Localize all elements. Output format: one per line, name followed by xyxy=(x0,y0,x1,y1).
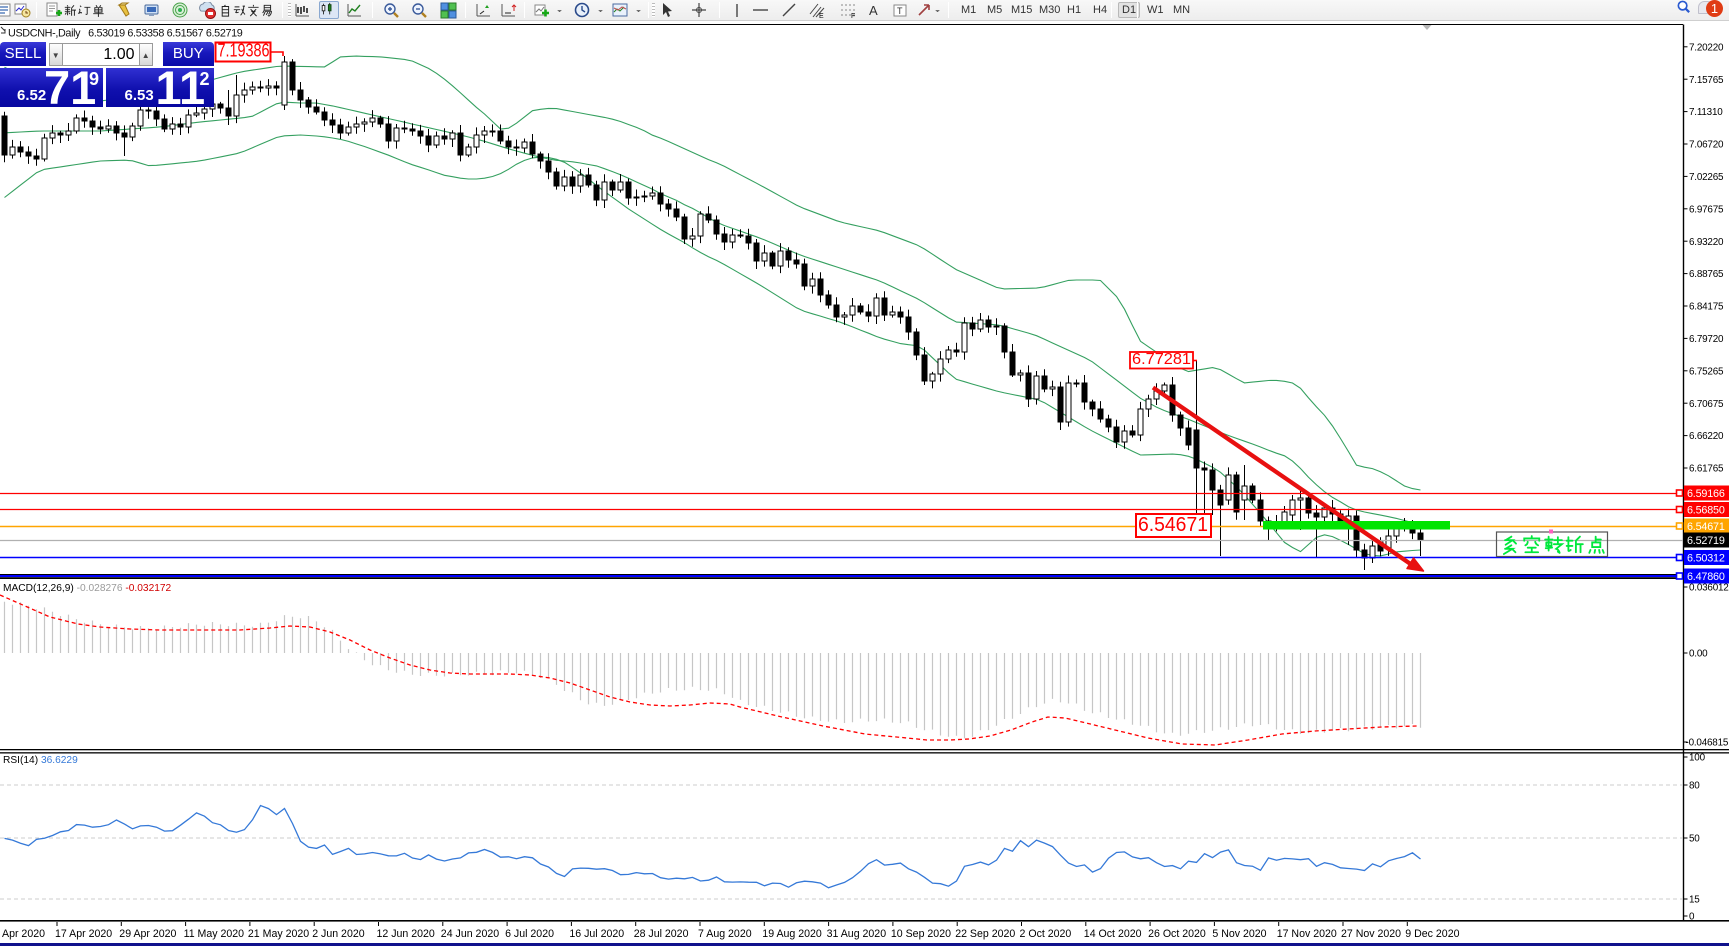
svg-text:100: 100 xyxy=(1689,753,1706,764)
svg-text:2 Jun 2020: 2 Jun 2020 xyxy=(312,928,365,940)
svg-text:0.00: 0.00 xyxy=(1689,649,1708,660)
svg-text:T: T xyxy=(897,6,903,16)
svg-text:80: 80 xyxy=(1689,781,1700,792)
svg-text:6.79720: 6.79720 xyxy=(1689,334,1724,345)
svg-text:0.036012: 0.036012 xyxy=(1689,583,1729,594)
svg-text:6.52719: 6.52719 xyxy=(1687,535,1725,547)
svg-text:USDCNH-,Daily 6.53019 6.5335: USDCNH-,Daily 6.53019 6.53358 6.51567 6.… xyxy=(8,28,243,40)
svg-text:16 Jul 2020: 16 Jul 2020 xyxy=(569,928,624,940)
svg-text:Apr 2020: Apr 2020 xyxy=(2,928,45,940)
svg-text:5 Nov 2020: 5 Nov 2020 xyxy=(1212,928,1266,940)
svg-text:7.15765: 7.15765 xyxy=(1689,75,1724,86)
svg-text:6.54671: 6.54671 xyxy=(1138,513,1208,536)
svg-text:MACD(12,26,9) -0.028276 -0.032: MACD(12,26,9) -0.028276 -0.032172 xyxy=(3,583,172,594)
svg-text:0: 0 xyxy=(1689,912,1695,923)
svg-text:2 Oct 2020: 2 Oct 2020 xyxy=(1020,928,1072,940)
svg-text:6.66220: 6.66220 xyxy=(1689,431,1724,442)
svg-text:11 May 2020: 11 May 2020 xyxy=(184,928,245,940)
svg-text:15: 15 xyxy=(1689,895,1700,906)
svg-text:29 Apr 2020: 29 Apr 2020 xyxy=(119,928,176,940)
svg-text:-0.046815: -0.046815 xyxy=(1686,738,1729,749)
svg-text:24 Jun 2020: 24 Jun 2020 xyxy=(441,928,499,940)
svg-text:6.50312: 6.50312 xyxy=(1687,553,1725,565)
svg-text:6.93220: 6.93220 xyxy=(1689,237,1724,248)
svg-text:9 Dec 2020: 9 Dec 2020 xyxy=(1405,928,1459,940)
svg-text:6.61765: 6.61765 xyxy=(1689,464,1724,475)
svg-text:RSI(14) 36.6229: RSI(14) 36.6229 xyxy=(3,755,78,766)
svg-text:6.97675: 6.97675 xyxy=(1689,204,1724,215)
svg-text:26 Oct 2020: 26 Oct 2020 xyxy=(1148,928,1206,940)
svg-text:7 Aug 2020: 7 Aug 2020 xyxy=(698,928,752,940)
svg-text:6.59166: 6.59166 xyxy=(1687,488,1725,500)
svg-text:F: F xyxy=(851,13,855,19)
svg-text:6.56850: 6.56850 xyxy=(1687,505,1725,517)
svg-text:7.02265: 7.02265 xyxy=(1689,172,1724,183)
svg-text:12 Jun 2020: 12 Jun 2020 xyxy=(377,928,435,940)
svg-text:6.70675: 6.70675 xyxy=(1689,399,1724,410)
svg-text:E: E xyxy=(819,13,824,19)
svg-text:6.84175: 6.84175 xyxy=(1689,302,1724,313)
svg-text:7.19386: 7.19386 xyxy=(218,41,270,61)
svg-text:14 Oct 2020: 14 Oct 2020 xyxy=(1084,928,1142,940)
svg-text:27 Nov 2020: 27 Nov 2020 xyxy=(1341,928,1401,940)
svg-text:17 Nov 2020: 17 Nov 2020 xyxy=(1277,928,1337,940)
svg-text:7.11310: 7.11310 xyxy=(1689,107,1723,118)
svg-text:6.54671: 6.54671 xyxy=(1687,521,1725,533)
svg-text:19 Aug 2020: 19 Aug 2020 xyxy=(762,928,822,940)
svg-text:6.47860: 6.47860 xyxy=(1687,571,1725,583)
svg-text:6 Jul 2020: 6 Jul 2020 xyxy=(505,928,554,940)
svg-text:22 Sep 2020: 22 Sep 2020 xyxy=(955,928,1015,940)
svg-text:6.75265: 6.75265 xyxy=(1689,366,1724,377)
svg-text:10 Sep 2020: 10 Sep 2020 xyxy=(891,928,951,940)
svg-text:6.88765: 6.88765 xyxy=(1689,269,1724,280)
svg-text:31 Aug 2020: 31 Aug 2020 xyxy=(827,928,887,940)
svg-text:7.06720: 7.06720 xyxy=(1689,140,1724,151)
svg-text:28 Jul 2020: 28 Jul 2020 xyxy=(634,928,689,940)
svg-text:21 May 2020: 21 May 2020 xyxy=(248,928,309,940)
svg-text:50: 50 xyxy=(1689,834,1700,845)
svg-text:7.20220: 7.20220 xyxy=(1689,42,1724,53)
svg-text:17 Apr 2020: 17 Apr 2020 xyxy=(55,928,112,940)
svg-text:6.77281: 6.77281 xyxy=(1132,351,1191,368)
